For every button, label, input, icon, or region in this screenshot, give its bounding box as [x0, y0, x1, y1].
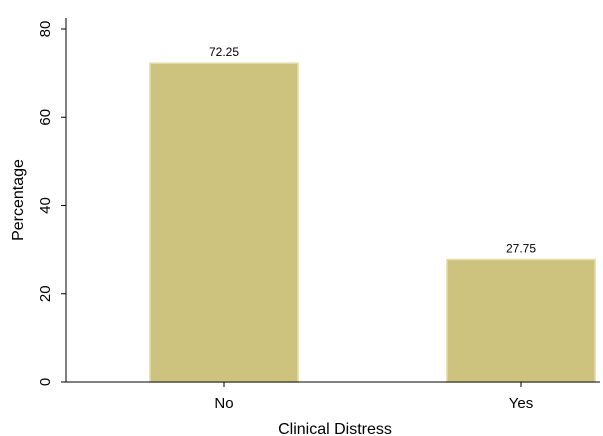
y-axis-title: Percentage — [10, 159, 27, 241]
y-tick-label-80: 80 — [37, 21, 54, 38]
y-tick-label-40: 40 — [37, 197, 54, 214]
bar-yes — [446, 258, 596, 383]
bar-no — [149, 62, 299, 383]
x-axis-title: Clinical Distress — [278, 421, 392, 436]
data-label-yes: 27.75 — [506, 242, 536, 256]
y-ticks-layer: 0 20 40 60 80 — [37, 21, 66, 386]
data-labels-layer: 72.25 27.75 — [209, 45, 536, 255]
y-tick-label-0: 0 — [37, 378, 54, 386]
bars-layer — [149, 62, 596, 383]
y-tick-label-20: 20 — [37, 285, 54, 302]
x-tick-label-no: No — [214, 395, 233, 412]
x-ticks-layer: No Yes — [214, 382, 533, 412]
x-tick-label-yes: Yes — [509, 395, 533, 412]
y-tick-label-60: 60 — [37, 109, 54, 126]
axes-layer — [65, 18, 600, 383]
data-label-no: 72.25 — [209, 45, 239, 59]
